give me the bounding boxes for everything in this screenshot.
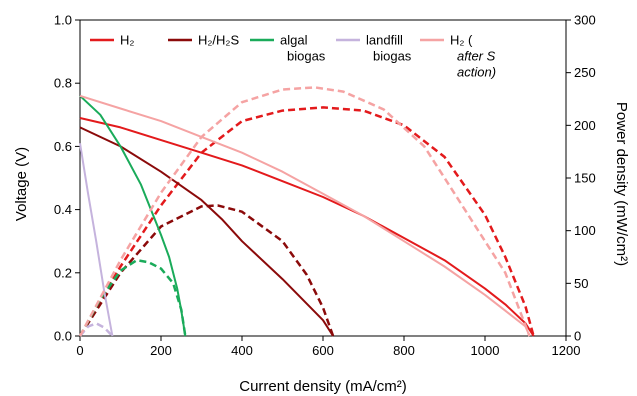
x-tick-label: 1000 xyxy=(471,343,500,358)
power-line-h-after-s-action xyxy=(78,86,531,337)
x-tick-label: 0 xyxy=(76,343,83,358)
y-right-tick-label: 100 xyxy=(574,223,596,238)
x-tick-label: 800 xyxy=(393,343,415,358)
legend-label: landfill biogas xyxy=(366,33,412,64)
power-line-h-h-s xyxy=(78,204,335,337)
x-tick-label: 200 xyxy=(150,343,172,358)
y-left-tick-label: 0.0 xyxy=(54,329,72,344)
voltage-line-algal-biogas xyxy=(79,95,187,337)
y-right-tick-label: 250 xyxy=(574,65,596,80)
x-tick-label: 400 xyxy=(231,343,253,358)
axes: 0 200 400 600 800 1000 1200 0.0 0.2 0.4 0.6 0.8 1.0 0… xyxy=(54,13,596,359)
y-right-tick-label: 150 xyxy=(574,171,596,186)
legend-label: algal biogas xyxy=(280,33,326,64)
x-axis-title: Current density (mA/cm²) xyxy=(239,378,407,395)
y-right-tick-label: 200 xyxy=(574,118,596,133)
y-left-tick-label: 0.2 xyxy=(54,265,72,280)
y-right-axis-title: Power density (mW/cm²) xyxy=(613,102,630,266)
x-tick-label: 600 xyxy=(312,343,334,358)
y-left-axis-title: Voltage (V) xyxy=(13,147,30,221)
y-left-tick-label: 0.8 xyxy=(54,76,72,91)
x-tick-label: 1200 xyxy=(552,343,581,358)
y-right-tick-label: 50 xyxy=(574,276,588,291)
voltage-line-h-h-s xyxy=(79,126,334,337)
legend: H₂ H₂/H₂S algal biogas landfill biogas H₂ (aft… xyxy=(90,33,496,80)
y-left-tick-label: 0.6 xyxy=(54,139,72,154)
power-line-h xyxy=(78,106,535,337)
y-left-tick-label: 0.4 xyxy=(54,202,72,217)
y-right-tick-label: 0 xyxy=(574,329,581,344)
series-layer xyxy=(78,86,535,337)
voltage-line-landfill-biogas xyxy=(79,143,114,337)
voltage-line-h xyxy=(79,117,535,337)
power-line-algal-biogas xyxy=(78,258,187,337)
power-line-landfill-biogas xyxy=(79,322,114,337)
voltage-line-h-after-s-action xyxy=(79,94,531,337)
y-right-tick-label: 300 xyxy=(574,13,596,28)
legend-label: H₂/H₂S xyxy=(198,33,239,48)
y-left-tick-label: 1.0 xyxy=(54,13,72,28)
legend-label: H₂ xyxy=(120,33,134,48)
